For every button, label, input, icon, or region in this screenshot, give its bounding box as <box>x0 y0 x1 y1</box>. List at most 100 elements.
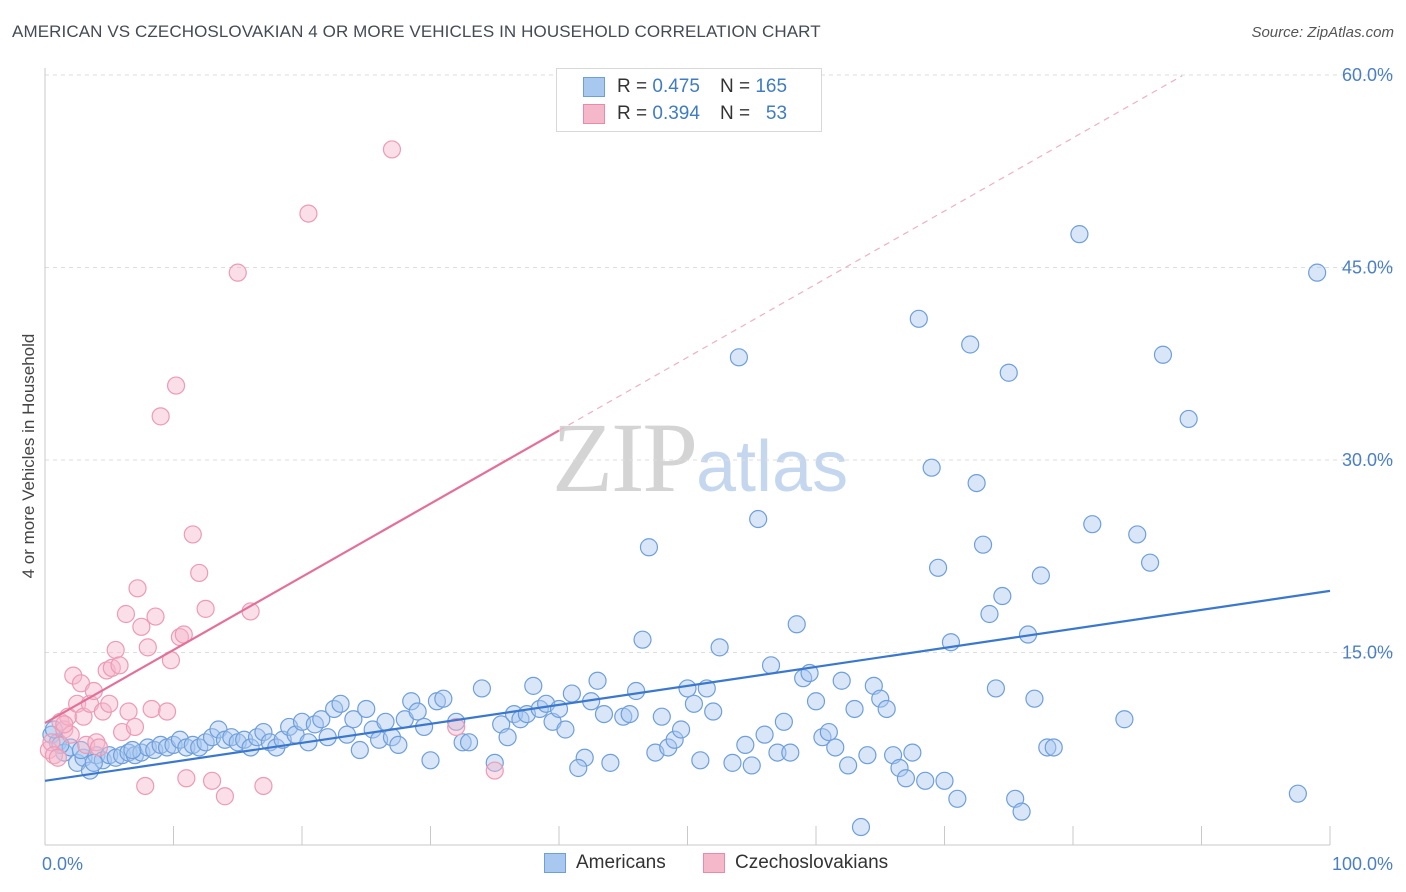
legend-r-value: 0.394 <box>652 103 700 124</box>
american-point <box>633 630 652 649</box>
american-point <box>704 702 723 721</box>
american-point <box>123 740 142 760</box>
american-point <box>434 689 453 708</box>
american-point <box>909 309 928 328</box>
czech-point <box>151 407 170 426</box>
american-point <box>84 753 103 772</box>
watermark-atlas: atlas <box>696 427 849 507</box>
czech-point <box>177 769 196 788</box>
american-point <box>935 771 954 790</box>
american-point <box>652 707 671 726</box>
american-point <box>928 558 948 577</box>
czech-point <box>215 787 234 806</box>
czech-point <box>110 656 129 675</box>
americans-legend-label: Americans <box>576 852 666 873</box>
czech-point <box>447 717 466 737</box>
american-point <box>973 535 993 554</box>
american-point <box>858 746 877 765</box>
americans-points <box>42 225 1327 837</box>
chart-title: AMERICAN VS CZECHOSLOVAKIAN 4 OR MORE VE… <box>12 22 821 41</box>
american-point <box>736 735 755 755</box>
american-point <box>871 689 890 708</box>
czech-point <box>157 702 177 721</box>
legend-r-label: R = <box>617 103 648 124</box>
american-point <box>485 753 504 772</box>
source-label: Source: ZipAtlas.com <box>1251 24 1394 41</box>
czechoslovakians-legend-label: Czechoslovakians <box>735 852 889 873</box>
american-point <box>453 733 472 752</box>
american-point <box>556 720 575 739</box>
american-point <box>948 789 967 808</box>
legend-n-label: N = <box>719 76 751 97</box>
czechoslovakians-trend-line <box>44 429 560 725</box>
american-point <box>1115 710 1134 729</box>
american-point <box>498 728 517 747</box>
czech-point <box>228 263 247 282</box>
american-point <box>723 753 742 772</box>
czech-point <box>299 204 318 223</box>
american-point <box>761 656 781 675</box>
legend-row-americans: R = 0.475 N = 165 <box>583 75 787 99</box>
american-point <box>671 720 691 739</box>
american-point <box>961 335 980 354</box>
american-point <box>980 604 999 624</box>
czech-point <box>64 666 83 685</box>
czech-point <box>132 617 151 636</box>
american-point <box>1179 409 1198 429</box>
trend-lines <box>44 75 1331 782</box>
czech-point <box>196 599 215 618</box>
y-tick-labels: 15.0% 30.0% 45.0% 60.0% <box>1342 65 1393 663</box>
american-point <box>986 679 1006 698</box>
american-point <box>620 704 639 724</box>
y-axis-label: 4 or more Vehicles in Household <box>19 334 38 579</box>
american-point <box>254 722 273 742</box>
american-point <box>575 748 594 767</box>
american-point <box>665 730 684 749</box>
american-point <box>350 740 369 760</box>
czech-point <box>128 579 147 598</box>
american-point <box>71 740 91 760</box>
czech-point <box>202 771 222 790</box>
american-point <box>1012 802 1031 821</box>
american-point <box>1308 263 1327 282</box>
americans-swatch <box>583 77 605 97</box>
legend-item-czechoslovakians: Czechoslovakians <box>703 852 888 874</box>
american-point <box>678 679 697 698</box>
american-point <box>1153 345 1173 364</box>
legend-n-label: N = <box>719 103 751 124</box>
american-point <box>999 363 1018 382</box>
american-point <box>916 771 935 790</box>
czech-point <box>61 725 80 744</box>
americans-trend-line <box>44 589 1331 782</box>
y-tick-label: 30.0% <box>1342 450 1393 470</box>
legend-item-americans: Americans <box>544 852 666 874</box>
american-point <box>1083 515 1102 534</box>
american-point <box>729 348 749 367</box>
american-point <box>742 756 761 775</box>
czech-point <box>89 738 109 757</box>
americans-legend-swatch <box>544 853 566 873</box>
american-point <box>1031 566 1050 585</box>
legend-r-label: R = <box>617 76 648 97</box>
american-point <box>832 671 851 690</box>
czech-point <box>183 525 202 544</box>
watermark: ZIPatlas <box>552 400 848 515</box>
czech-point <box>136 776 155 796</box>
grid <box>45 74 1395 653</box>
american-point <box>524 676 543 695</box>
czechoslovakians-trend-extension <box>558 75 1183 432</box>
legend-n-value: 165 <box>755 76 788 97</box>
american-point <box>967 474 986 493</box>
american-point <box>459 733 479 752</box>
american-point <box>922 458 941 477</box>
x-ticks <box>44 826 1331 845</box>
american-point <box>993 586 1012 606</box>
czech-point <box>125 717 145 737</box>
american-point <box>414 717 434 737</box>
y-tick-label: 60.0% <box>1342 65 1393 85</box>
american-point <box>331 694 350 713</box>
american-point <box>639 538 659 557</box>
american-point <box>806 692 826 711</box>
american-point <box>389 735 408 755</box>
